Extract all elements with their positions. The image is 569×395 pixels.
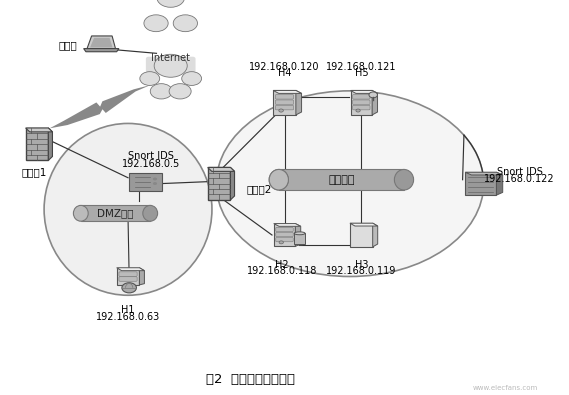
Text: 192.168.0.5: 192.168.0.5 [122, 159, 180, 169]
Text: 192.168.0.122: 192.168.0.122 [484, 175, 555, 184]
Text: www.elecfans.com: www.elecfans.com [472, 385, 538, 391]
Polygon shape [117, 268, 145, 271]
Circle shape [279, 109, 283, 112]
Text: 192.168.0.63: 192.168.0.63 [96, 312, 160, 322]
Circle shape [279, 241, 283, 244]
Text: Internet: Internet [151, 53, 190, 63]
Ellipse shape [294, 232, 305, 235]
Circle shape [154, 54, 187, 77]
FancyBboxPatch shape [26, 128, 48, 160]
Polygon shape [273, 90, 302, 93]
Text: H3: H3 [354, 260, 368, 270]
Ellipse shape [143, 205, 158, 221]
Circle shape [150, 84, 172, 99]
Text: 192.168.0.121: 192.168.0.121 [326, 62, 397, 72]
Polygon shape [208, 167, 234, 171]
Circle shape [140, 71, 160, 85]
Ellipse shape [73, 205, 88, 221]
Bar [294, 233, 305, 244]
FancyBboxPatch shape [276, 237, 293, 242]
Polygon shape [351, 90, 378, 93]
Polygon shape [230, 167, 234, 200]
FancyBboxPatch shape [119, 272, 137, 276]
Text: 192.168.0.119: 192.168.0.119 [326, 266, 397, 276]
Circle shape [356, 109, 360, 112]
Text: DMZ区域: DMZ区域 [97, 208, 134, 218]
FancyBboxPatch shape [276, 232, 293, 237]
FancyBboxPatch shape [465, 172, 496, 195]
Polygon shape [90, 38, 113, 47]
Polygon shape [496, 172, 503, 195]
Circle shape [369, 92, 377, 98]
Polygon shape [84, 49, 119, 52]
Circle shape [173, 15, 197, 32]
Circle shape [153, 177, 157, 181]
Text: Snort IDS: Snort IDS [497, 167, 542, 177]
Text: Snort IDS: Snort IDS [128, 151, 174, 161]
FancyBboxPatch shape [129, 173, 162, 191]
Polygon shape [465, 172, 503, 175]
Polygon shape [274, 224, 300, 226]
Polygon shape [350, 223, 378, 226]
Text: H4: H4 [278, 68, 291, 78]
FancyBboxPatch shape [208, 167, 230, 200]
Text: H2: H2 [275, 260, 288, 270]
FancyBboxPatch shape [275, 100, 294, 104]
Circle shape [144, 15, 168, 32]
Text: 防火墙2: 防火墙2 [246, 184, 272, 195]
FancyBboxPatch shape [273, 90, 296, 115]
Circle shape [157, 0, 184, 7]
Polygon shape [87, 36, 116, 49]
Ellipse shape [394, 169, 414, 190]
FancyBboxPatch shape [119, 277, 137, 281]
Polygon shape [26, 128, 52, 132]
Text: 192.168.0.118: 192.168.0.118 [246, 266, 317, 276]
Polygon shape [48, 128, 52, 160]
Text: H5: H5 [354, 68, 368, 78]
Circle shape [169, 84, 191, 99]
Polygon shape [372, 90, 378, 115]
Ellipse shape [269, 169, 288, 190]
FancyBboxPatch shape [117, 268, 139, 285]
Text: 防火墙1: 防火墙1 [22, 167, 47, 177]
FancyBboxPatch shape [146, 56, 196, 73]
FancyBboxPatch shape [350, 223, 373, 247]
Text: 攻击者: 攻击者 [59, 40, 77, 51]
FancyBboxPatch shape [353, 94, 370, 99]
Text: 图2  实验网络拓扑结构: 图2 实验网络拓扑结构 [206, 374, 295, 386]
FancyBboxPatch shape [274, 224, 295, 246]
Polygon shape [373, 223, 378, 247]
Bar [279, 169, 404, 190]
Circle shape [122, 283, 137, 293]
Ellipse shape [294, 242, 305, 245]
Circle shape [216, 91, 484, 276]
Polygon shape [296, 90, 302, 115]
FancyBboxPatch shape [275, 94, 294, 99]
Text: 可信区域: 可信区域 [328, 175, 354, 185]
Text: H1: H1 [121, 305, 135, 315]
Polygon shape [295, 224, 300, 246]
FancyBboxPatch shape [353, 105, 370, 110]
FancyBboxPatch shape [351, 90, 372, 115]
FancyBboxPatch shape [353, 100, 370, 104]
FancyBboxPatch shape [275, 105, 294, 110]
Polygon shape [139, 268, 145, 285]
Bar [81, 205, 150, 221]
FancyBboxPatch shape [276, 228, 293, 232]
Circle shape [182, 71, 201, 85]
Ellipse shape [44, 123, 212, 295]
Circle shape [153, 182, 157, 185]
Text: 192.168.0.120: 192.168.0.120 [249, 62, 320, 72]
Polygon shape [50, 85, 151, 128]
